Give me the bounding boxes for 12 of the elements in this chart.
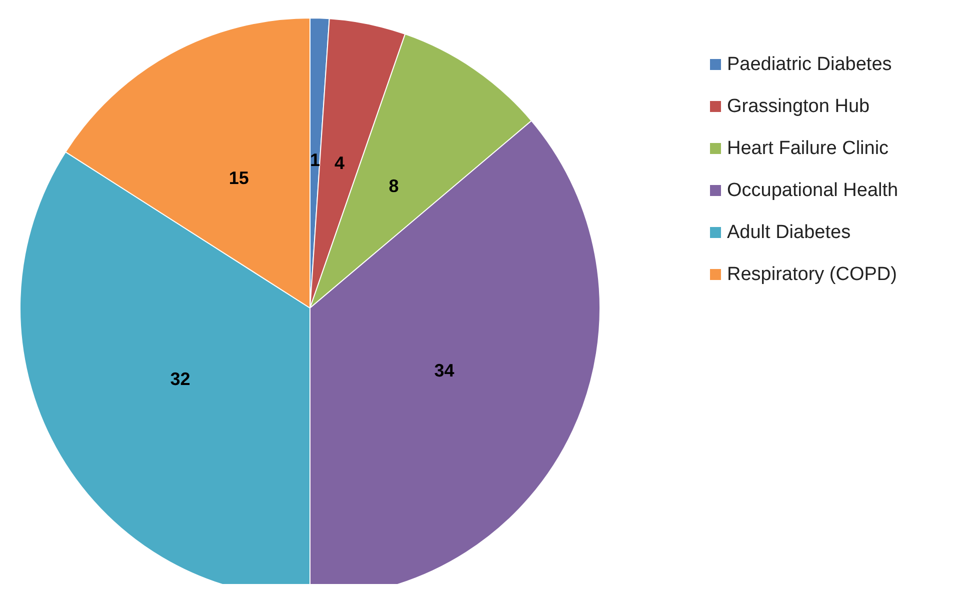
legend-label: Heart Failure Clinic [727, 138, 889, 159]
data-label: 8 [388, 176, 399, 196]
data-label: 15 [228, 168, 249, 188]
data-label: 4 [334, 152, 344, 173]
data-label: 1 [310, 150, 320, 170]
data-label: 34 [434, 360, 454, 380]
data-label: 32 [170, 369, 190, 390]
legend-label: Adult Diabetes [727, 222, 851, 243]
legend-label: Paediatric Diabetes [727, 54, 892, 75]
legend-label: Occupational Health [727, 180, 898, 201]
legend-label: Grassington Hub [727, 96, 870, 117]
legend-label: Respiratory (COPD) [727, 264, 897, 285]
